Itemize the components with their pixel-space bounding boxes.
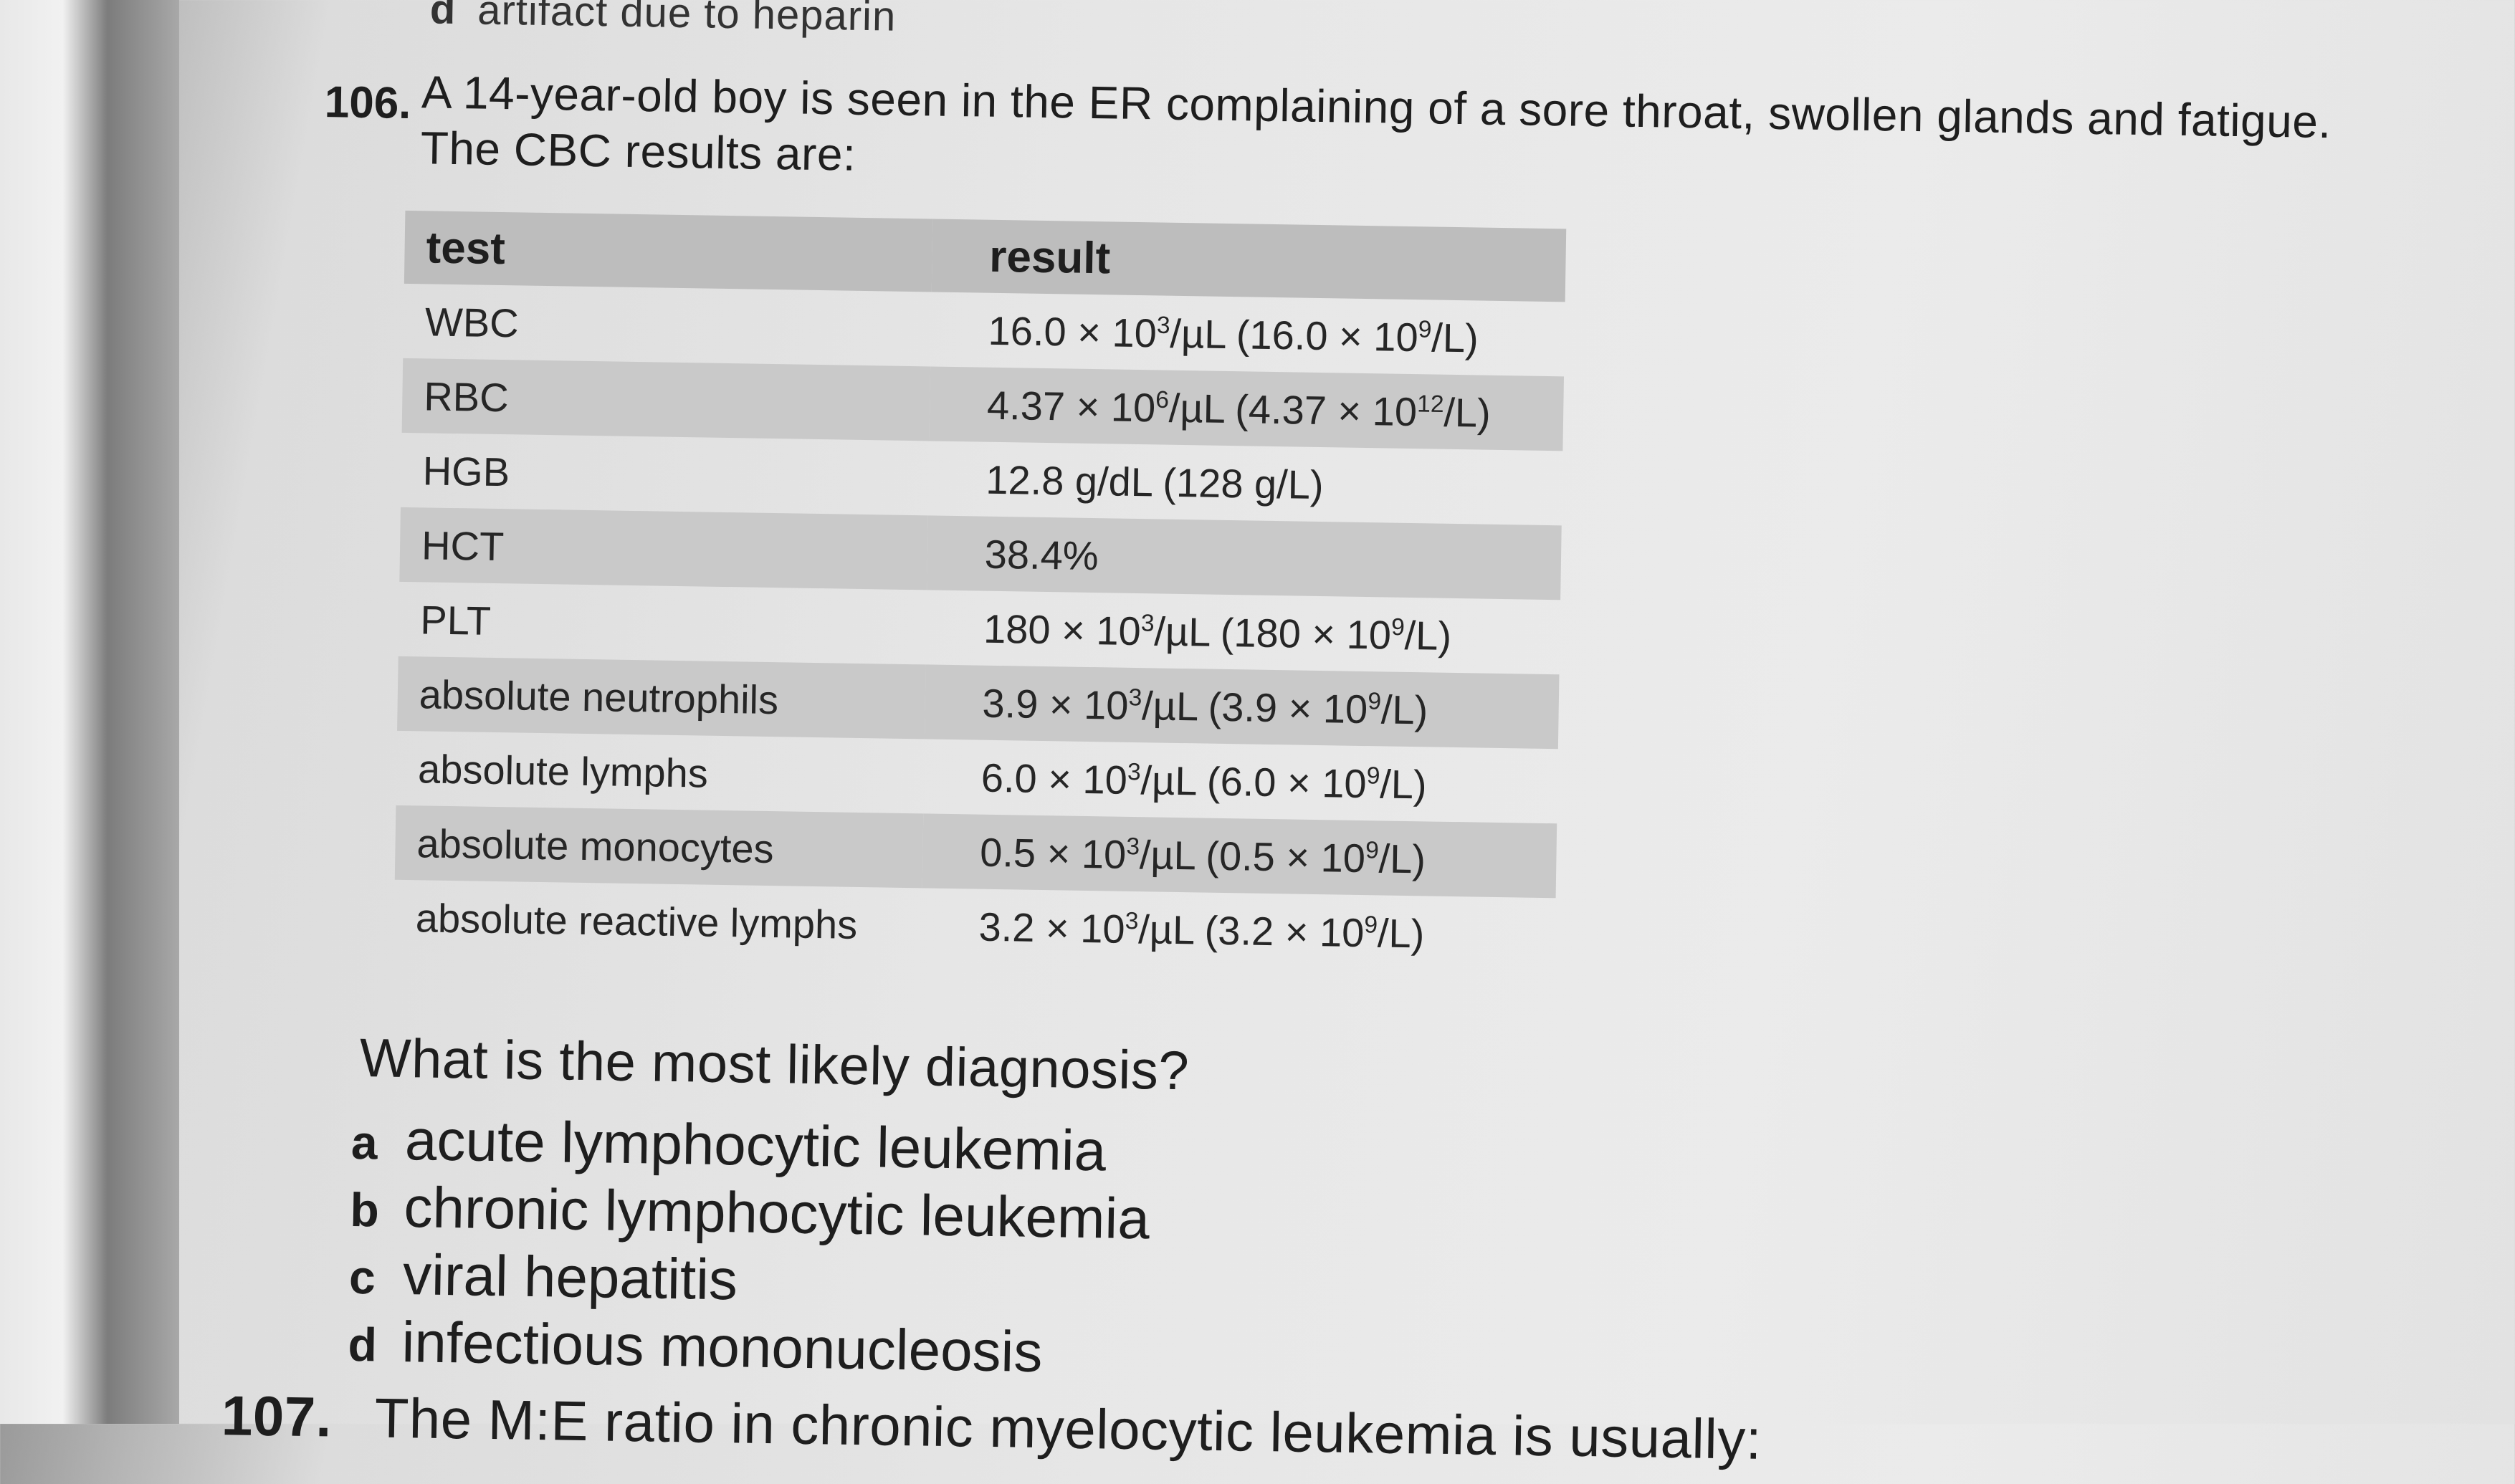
answer-letter: d (348, 1317, 378, 1371)
header-test: test (404, 210, 933, 292)
answer-options: a acute lymphocytic leukemia b chronic lymp… (348, 1106, 1151, 1387)
result-text: 3.9 × 10 (982, 680, 1130, 728)
answer-option-c: c viral hepatitis (348, 1240, 1149, 1321)
header-result: result (931, 219, 1567, 302)
result-exponent: 3 (1125, 907, 1139, 934)
result-text: /µL (3.2 × 10 (1137, 906, 1365, 955)
result-exponent: 6 (1155, 386, 1170, 413)
answer-option-b: b chronic lymphocytic leukemia (350, 1173, 1150, 1253)
result-text: /L) (1379, 760, 1428, 807)
test-name-cell: absolute neutrophils (397, 656, 926, 739)
test-name-cell: absolute monocytes (394, 805, 924, 889)
result-text: 0.5 × 10 (979, 829, 1127, 877)
answer-letter: a (350, 1115, 378, 1169)
result-text: /µL (0.5 × 10 (1139, 831, 1366, 881)
result-exponent: 3 (1156, 312, 1170, 339)
result-text: /L) (1431, 314, 1479, 360)
next-question: 107. The M:E ratio in chronic myelocytic … (221, 1383, 1762, 1473)
result-cell: 6.0 × 103/µL (6.0 × 109/L) (923, 739, 1558, 823)
result-exponent: 9 (1368, 687, 1382, 715)
question-prompt: What is the most likely diagnosis? (359, 1028, 1190, 1102)
cbc-results-table: test result WBC 16.0 × 103/µL (16.0 × 109… (393, 210, 1567, 972)
result-cell: 12.8 g/dL (128 g/L) (928, 441, 1563, 525)
result-exponent: 3 (1126, 833, 1140, 860)
answer-option-d: d infectious mononucleosis (348, 1308, 1148, 1388)
test-name-cell: absolute lymphs (417, 745, 709, 796)
result-exponent: 9 (1418, 315, 1432, 343)
result-text: 6.0 × 10 (980, 755, 1128, 803)
answer-text: chronic lymphocytic leukemia (403, 1175, 1150, 1251)
table-body: WBC 16.0 × 103/µL (16.0 × 109/L) RBC 4.37 ×… (393, 284, 1565, 972)
result-cell: 0.5 × 103/µL (0.5 × 109/L) (922, 813, 1557, 899)
result-text: /µL (4.37 × 10 (1168, 385, 1418, 434)
result-cell: 180 × 103/µL (180 × 109/L) (925, 590, 1560, 674)
book-spine-shadow (0, 0, 179, 1424)
answer-letter: b (349, 1182, 380, 1237)
result-exponent: 3 (1140, 609, 1155, 637)
next-question-number: 107. (221, 1384, 333, 1449)
result-text: 3.2 × 10 (978, 904, 1126, 952)
option-letter: d (429, 0, 457, 33)
result-text: /L) (1378, 835, 1426, 881)
test-name-cell: PLT (420, 596, 492, 643)
result-exponent: 3 (1128, 684, 1142, 711)
result-text: /L) (1443, 389, 1492, 436)
test-name-cell: RBC (401, 358, 930, 441)
result-cell: 4.37 × 106/µL (4.37 × 1012/L) (929, 366, 1565, 451)
test-name-cell: WBC (424, 298, 520, 345)
result-exponent: 9 (1365, 836, 1380, 864)
next-question-text: The M:E ratio in chronic myelocytic leuk… (374, 1386, 1762, 1471)
test-name-cell: HCT (399, 507, 928, 590)
test-name-cell: HGB (422, 447, 510, 494)
result-exponent: 9 (1364, 911, 1378, 939)
result-text: 4.37 × 10 (986, 382, 1156, 430)
result-cell: 3.2 × 103/µL (3.2 × 109/L) (921, 888, 1556, 972)
result-text: /L) (1404, 612, 1452, 659)
previous-question-option: d artifact due to heparin (429, 0, 896, 41)
test-name-cell: absolute reactive lymphs (415, 894, 858, 947)
result-exponent: 9 (1366, 762, 1380, 790)
option-text: artifact due to heparin (477, 0, 897, 40)
result-text: /µL (3.9 × 10 (1141, 682, 1368, 732)
result-text: /L) (1377, 909, 1425, 956)
result-text: 38.4% (984, 531, 1099, 578)
result-text: /µL (180 × 10 (1153, 608, 1392, 658)
answer-text: acute lymphocytic leukemia (404, 1108, 1107, 1183)
answer-text: infectious mononucleosis (401, 1310, 1044, 1384)
answer-text: viral hepatitis (402, 1243, 738, 1312)
result-exponent: 9 (1390, 613, 1406, 641)
result-exponent: 3 (1127, 758, 1142, 785)
result-cell: 16.0 × 103/µL (16.0 × 109/L) (930, 292, 1565, 376)
result-text: /L) (1380, 686, 1428, 732)
result-text: 16.0 × 10 (988, 307, 1158, 355)
answer-option-a: a acute lymphocytic leukemia (350, 1106, 1151, 1186)
question-stem: A 14-year-old boy is seen in the ER comp… (420, 64, 2464, 208)
result-text: /µL (16.0 × 10 (1170, 310, 1419, 360)
result-exponent: 12 (1416, 390, 1444, 418)
question-number: 106. (324, 77, 412, 129)
answer-letter: c (348, 1250, 376, 1304)
result-cell: 3.9 × 103/µL (3.9 × 109/L) (924, 664, 1560, 750)
result-cell: 38.4% (927, 515, 1562, 600)
result-text: 180 × 10 (983, 605, 1142, 654)
result-text: 12.8 g/dL (128 g/L) (985, 456, 1325, 507)
result-text: /µL (6.0 × 10 (1140, 757, 1368, 806)
